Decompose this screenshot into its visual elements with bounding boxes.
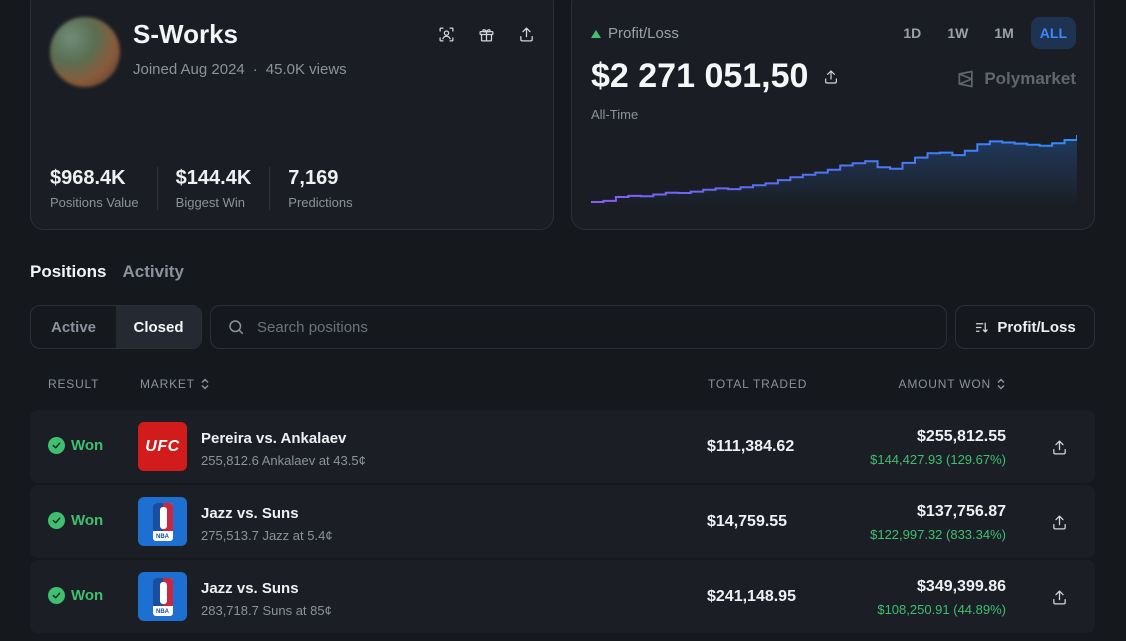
stat-value: $144.4K — [175, 167, 252, 189]
pnl-card: Profit/Loss 1D 1W 1M ALL $2 271 051,50 P… — [571, 0, 1095, 230]
range-tabs: 1D 1W 1M ALL — [894, 17, 1076, 49]
search-input[interactable] — [257, 318, 857, 336]
status-toggle: Active Closed — [30, 305, 202, 349]
amount-won: $137,756.87 — [917, 503, 1006, 520]
column-total-traded-label: TOTAL TRADED — [708, 377, 808, 391]
search-box — [210, 305, 947, 349]
stat-predictions: 7,169 Predictions — [288, 167, 370, 210]
polymarket-brand: Polymarket — [956, 69, 1076, 89]
market-subtitle: 283,718.7 Suns at 85¢ — [201, 603, 332, 618]
share-icon[interactable] — [1050, 513, 1068, 531]
pnl-line — [591, 135, 1077, 203]
profile-stats: $968.4K Positions Value $144.4K Biggest … — [50, 167, 389, 210]
table-row[interactable]: Won UFC Pereira vs. Ankalaev 255,812.6 A… — [30, 410, 1095, 483]
main-tabs: Positions Activity — [30, 262, 184, 282]
profile-card: S-Works Joined Aug 2024 · 45.0K views $968… — [30, 0, 554, 230]
table-row[interactable]: Won NBA Jazz vs. Suns 283,718.7 Suns at … — [30, 560, 1095, 633]
polymarket-logo-icon — [958, 70, 973, 88]
check-circle-icon — [48, 587, 65, 604]
pnl-chart — [591, 135, 1077, 206]
column-result: RESULT — [48, 377, 99, 391]
result-label: Won — [71, 437, 104, 454]
column-amount-won[interactable]: AMOUNT WON — [899, 377, 1006, 391]
result-badge: Won — [48, 512, 103, 529]
stat-value: 7,169 — [288, 167, 339, 189]
sort-icon — [976, 322, 989, 333]
column-amount-won-label: AMOUNT WON — [898, 377, 991, 391]
pnl-period: All-Time — [591, 107, 639, 122]
sort-arrows-icon — [201, 378, 209, 390]
total-traded: $14,759.55 — [707, 513, 788, 530]
pnl-label-text: Profit/Loss — [608, 25, 679, 42]
share-icon[interactable] — [1050, 588, 1068, 606]
check-circle-icon — [48, 512, 65, 529]
amount-won-detail: $108,250.91 (44.89%) — [877, 602, 1006, 617]
stat-positions-value: $968.4K Positions Value — [50, 167, 158, 210]
trend-up-icon — [591, 29, 601, 38]
stat-value: $968.4K — [50, 167, 126, 189]
sort-arrows-icon — [997, 378, 1005, 390]
total-traded: $111,384.62 — [707, 438, 795, 455]
total-traded: $241,148.95 — [707, 588, 796, 605]
logo-text: UFC — [145, 437, 180, 455]
amount-won: $349,399.86 — [917, 578, 1006, 595]
amount-won: $255,812.55 — [917, 428, 1006, 445]
amount-won-detail: $122,997.32 (833.34%) — [870, 527, 1006, 542]
result-badge: Won — [48, 587, 103, 604]
share-icon[interactable] — [822, 68, 840, 86]
market-title[interactable]: Jazz vs. Suns — [201, 505, 299, 522]
filter-closed[interactable]: Closed — [116, 306, 201, 348]
qr-scan-icon[interactable] — [437, 25, 455, 43]
column-market[interactable]: MARKET — [140, 377, 210, 391]
sort-button[interactable]: Profit/Loss — [955, 305, 1095, 349]
nba-logo: NBA — [138, 497, 187, 546]
sort-label: Profit/Loss — [997, 318, 1076, 336]
search-icon — [229, 320, 244, 335]
stat-biggest-win: $144.4K Biggest Win — [176, 167, 271, 210]
share-icon[interactable] — [517, 25, 535, 43]
ufc-logo: UFC — [138, 422, 187, 471]
pnl-value-row: $2 271 051,50 — [591, 57, 840, 96]
stat-label: Biggest Win — [175, 195, 246, 210]
profile-meta: Joined Aug 2024 · 45.0K views — [133, 61, 347, 78]
stat-label: Predictions — [288, 195, 353, 210]
stat-label: Positions Value — [50, 195, 139, 210]
market-title[interactable]: Pereira vs. Ankalaev — [201, 430, 347, 447]
view-count: 45.0K views — [265, 61, 347, 78]
brand-name: Polymarket — [984, 69, 1076, 88]
range-tab-1d[interactable]: 1D — [903, 25, 922, 41]
result-label: Won — [71, 512, 104, 529]
filter-active[interactable]: Active — [50, 318, 97, 336]
range-tab-1m[interactable]: 1M — [994, 25, 1014, 41]
market-subtitle: 275,513.7 Jazz at 5.4¢ — [201, 528, 333, 543]
profile-actions — [437, 25, 535, 43]
avatar — [50, 17, 120, 87]
check-circle-icon — [48, 437, 65, 454]
range-tab-all[interactable]: ALL — [1030, 17, 1076, 49]
joined-date: Joined Aug 2024 — [133, 61, 245, 78]
pnl-label: Profit/Loss — [591, 25, 679, 42]
range-tab-1w[interactable]: 1W — [947, 25, 969, 41]
nba-logo: NBA — [138, 572, 187, 621]
logo-text: NBA — [156, 608, 169, 615]
tab-positions[interactable]: Positions — [30, 262, 107, 281]
pnl-value: $2 271 051,50 — [591, 57, 809, 95]
gift-icon[interactable] — [477, 25, 495, 43]
result-label: Won — [71, 587, 104, 604]
result-badge: Won — [48, 437, 103, 454]
share-icon[interactable] — [1050, 438, 1068, 456]
column-total-traded: TOTAL TRADED — [708, 377, 807, 391]
tab-activity[interactable]: Activity — [122, 262, 184, 281]
logo-text: NBA — [156, 533, 169, 540]
column-result-label: RESULT — [48, 377, 100, 391]
column-market-label: MARKET — [140, 377, 195, 391]
username: S-Works — [133, 19, 238, 49]
market-subtitle: 255,812.6 Ankalaev at 43.5¢ — [201, 453, 366, 468]
market-title[interactable]: Jazz vs. Suns — [201, 580, 299, 597]
table-row[interactable]: Won NBA Jazz vs. Suns 275,513.7 Jazz at … — [30, 485, 1095, 558]
amount-won-detail: $144,427.93 (129.67%) — [870, 452, 1006, 467]
